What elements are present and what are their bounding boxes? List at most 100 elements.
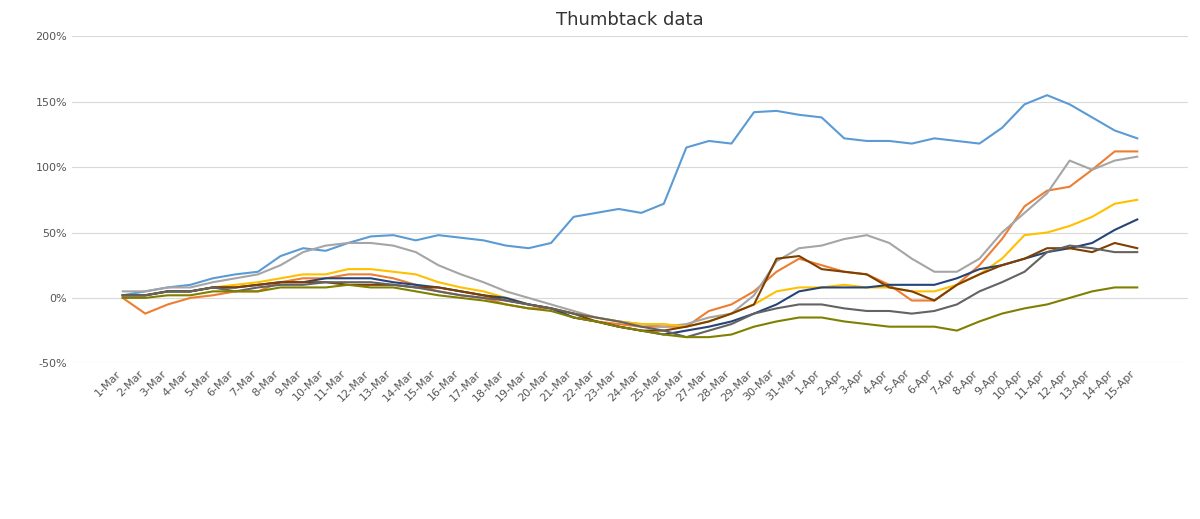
- Lawn Mowing and Trimming: [995, 125, 1009, 131]
- Exterior Painting: [928, 308, 942, 314]
- Central Air Conditioning Installation or Replacement: [521, 302, 535, 308]
- Outdoor Landscaping and Design: [1018, 210, 1032, 216]
- Lawn Mowing and Trimming: [251, 269, 265, 275]
- Fence and Gate Installation: [792, 288, 806, 294]
- Exterior Painting: [589, 315, 604, 321]
- Outdoor Landscaping and Design: [612, 318, 626, 324]
- Roof Installation or Replacement: [656, 332, 671, 338]
- Lawn Mowing and Trimming: [656, 201, 671, 207]
- Tree Trimming and Removal: [928, 297, 942, 304]
- Exterior Painting: [521, 302, 535, 308]
- Outdoor Landscaping and Design: [928, 269, 942, 275]
- Central Air Conditioning Installation or Replacement: [612, 323, 626, 330]
- Central Air Conditioning Installation or Replacement: [274, 279, 288, 285]
- Central Air Conditioning Installation or Replacement: [949, 282, 964, 288]
- Central Air Conditioning Installation or Replacement: [634, 327, 648, 334]
- Concrete Installation: [476, 288, 491, 294]
- Fence and Gate Installation: [1085, 240, 1099, 246]
- Outdoor Landscaping and Design: [882, 240, 896, 246]
- Central Air Conditioning Installation or Replacement: [995, 262, 1009, 268]
- Outdoor Landscaping and Design: [386, 242, 401, 249]
- Exterior Painting: [296, 282, 311, 288]
- Tree Trimming and Removal: [454, 292, 468, 298]
- Tree Trimming and Removal: [341, 271, 355, 278]
- Central Air Conditioning Installation or Replacement: [454, 288, 468, 294]
- Concrete Installation: [431, 279, 445, 285]
- Fence and Gate Installation: [454, 288, 468, 294]
- Outdoor Landscaping and Design: [656, 323, 671, 330]
- Lawn Mowing and Trimming: [499, 242, 514, 249]
- Roof Installation or Replacement: [702, 334, 716, 340]
- Concrete Installation: [1018, 232, 1032, 238]
- Line: Roof Installation or Replacement: Roof Installation or Replacement: [122, 285, 1138, 337]
- Lawn Mowing and Trimming: [454, 235, 468, 241]
- Outdoor Landscaping and Design: [296, 249, 311, 255]
- Fence and Gate Installation: [566, 315, 581, 321]
- Concrete Installation: [634, 321, 648, 327]
- Outdoor Landscaping and Design: [274, 262, 288, 268]
- Lawn Mowing and Trimming: [972, 141, 986, 147]
- Exterior Painting: [836, 305, 851, 311]
- Outdoor Landscaping and Design: [205, 279, 220, 285]
- Exterior Painting: [205, 284, 220, 291]
- Lawn Mowing and Trimming: [769, 108, 784, 114]
- Tree Trimming and Removal: [566, 315, 581, 321]
- Outdoor Landscaping and Design: [431, 262, 445, 268]
- Outdoor Landscaping and Design: [521, 295, 535, 301]
- Roof Installation or Replacement: [1130, 284, 1145, 291]
- Fence and Gate Installation: [1040, 249, 1055, 255]
- Roof Installation or Replacement: [836, 318, 851, 324]
- Fence and Gate Installation: [228, 284, 242, 291]
- Roof Installation or Replacement: [296, 284, 311, 291]
- Exterior Painting: [431, 288, 445, 294]
- Lawn Mowing and Trimming: [949, 138, 964, 144]
- Roof Installation or Replacement: [905, 323, 919, 330]
- Roof Installation or Replacement: [792, 315, 806, 321]
- Lawn Mowing and Trimming: [228, 271, 242, 278]
- Roof Installation or Replacement: [679, 334, 694, 340]
- Exterior Painting: [115, 292, 130, 298]
- Lawn Mowing and Trimming: [341, 240, 355, 246]
- Concrete Installation: [928, 288, 942, 294]
- Concrete Installation: [972, 271, 986, 278]
- Outdoor Landscaping and Design: [184, 284, 198, 291]
- Tree Trimming and Removal: [318, 275, 332, 281]
- Tree Trimming and Removal: [634, 323, 648, 330]
- Outdoor Landscaping and Design: [815, 242, 829, 249]
- Fence and Gate Installation: [949, 275, 964, 281]
- Outdoor Landscaping and Design: [836, 236, 851, 242]
- Lawn Mowing and Trimming: [905, 141, 919, 147]
- Fence and Gate Installation: [386, 279, 401, 285]
- Lawn Mowing and Trimming: [138, 288, 152, 294]
- Concrete Installation: [364, 266, 378, 272]
- Exterior Painting: [702, 327, 716, 334]
- Central Air Conditioning Installation or Replacement: [205, 284, 220, 291]
- Concrete Installation: [656, 321, 671, 327]
- Central Air Conditioning Installation or Replacement: [702, 318, 716, 324]
- Lawn Mowing and Trimming: [318, 248, 332, 254]
- Central Air Conditioning Installation or Replacement: [499, 297, 514, 304]
- Tree Trimming and Removal: [702, 308, 716, 314]
- Roof Installation or Replacement: [364, 284, 378, 291]
- Exterior Painting: [1130, 249, 1145, 255]
- Central Air Conditioning Installation or Replacement: [409, 284, 424, 291]
- Outdoor Landscaping and Design: [792, 245, 806, 251]
- Exterior Painting: [386, 282, 401, 288]
- Roof Installation or Replacement: [859, 321, 874, 327]
- Tree Trimming and Removal: [1040, 187, 1055, 194]
- Concrete Installation: [138, 292, 152, 298]
- Outdoor Landscaping and Design: [115, 288, 130, 294]
- Fence and Gate Installation: [521, 302, 535, 308]
- Concrete Installation: [161, 288, 175, 294]
- Lawn Mowing and Trimming: [702, 138, 716, 144]
- Fence and Gate Installation: [341, 275, 355, 281]
- Tree Trimming and Removal: [251, 288, 265, 294]
- Roof Installation or Replacement: [499, 302, 514, 308]
- Exterior Painting: [859, 308, 874, 314]
- Concrete Installation: [769, 288, 784, 294]
- Exterior Painting: [815, 302, 829, 308]
- Exterior Painting: [1018, 269, 1032, 275]
- Lawn Mowing and Trimming: [205, 275, 220, 281]
- Concrete Installation: [115, 292, 130, 298]
- Concrete Installation: [251, 279, 265, 285]
